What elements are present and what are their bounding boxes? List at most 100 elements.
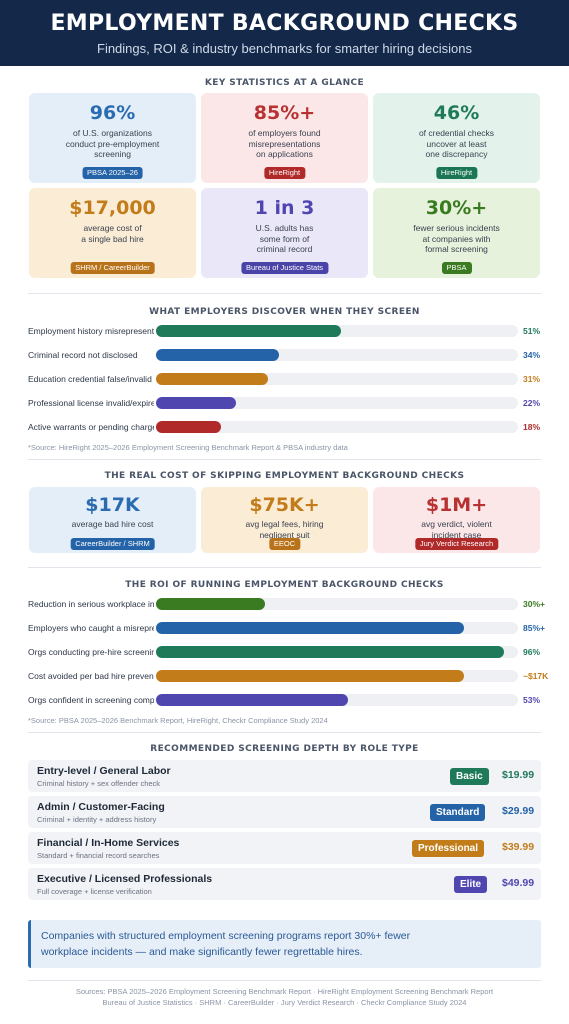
bar-label: Employers who caught a misrepresentation xyxy=(28,623,154,633)
stat-description-line: criminal record xyxy=(256,244,313,254)
cost-description-line: incident case xyxy=(431,529,482,540)
source-badge: Bureau of Justice Stats xyxy=(240,262,329,274)
source-badge: PBSA xyxy=(441,262,472,274)
stat-description-line: uncover at least xyxy=(426,138,487,149)
footer-line-2: Bureau of Justice Statistics · SHRM · Ca… xyxy=(102,998,467,1007)
stat-description-line: one discrepancy xyxy=(425,149,488,159)
tier-badge: Standard xyxy=(430,804,486,821)
cost-description-line: negligent suit xyxy=(259,529,310,540)
stat-description-line: some form of xyxy=(259,233,310,244)
tier-badge: Basic xyxy=(450,768,489,785)
cost-title: THE REAL COST OF SKIPPING EMPLOYMENT BAC… xyxy=(104,471,465,481)
cost-value: $1M+ xyxy=(425,494,488,516)
stat-value: 46% xyxy=(433,102,480,124)
stat-description-line: of credential checks xyxy=(418,128,495,138)
bar-label: Orgs confident in screening compliance xyxy=(28,695,154,705)
source-badge: CareerBuilder / SHRM xyxy=(70,538,155,550)
stat-value: 30%+ xyxy=(425,197,488,219)
tier-description: Criminal history + sex offender check xyxy=(37,779,161,788)
cost-card: $1M+ avg verdict, violent incident case Jur… xyxy=(373,487,540,553)
bar-track xyxy=(156,694,518,706)
tier-name: Admin / Customer-Facing xyxy=(37,801,165,813)
tier-row: Executive / Licensed Professionals Full c… xyxy=(28,868,541,900)
stat-card: 1 in 3 U.S. adults has some form of crimina… xyxy=(201,188,368,278)
bar-fill xyxy=(156,646,504,658)
bar-value: 96% xyxy=(523,647,541,657)
bar-fill xyxy=(156,598,265,610)
discover-row: Education credential false/invalid 31% xyxy=(28,372,541,386)
bar-value: 31% xyxy=(523,374,541,384)
tier-badge: Professional xyxy=(412,840,485,857)
tier-name: Financial / In-Home Services xyxy=(37,837,180,849)
discover-source: *Source: HireRight 2025–2026 Employment … xyxy=(28,443,348,452)
bar-label: Professional license invalid/expired xyxy=(28,398,154,408)
section-divider xyxy=(28,567,541,568)
bar-track xyxy=(156,325,518,337)
callout-line-1: Companies with structured employment scr… xyxy=(41,930,411,942)
section-divider xyxy=(28,459,541,460)
bar-fill xyxy=(156,622,464,634)
stat-description: of employers found misrepresentations on a… xyxy=(201,128,368,160)
stat-description-line: of U.S. organizations xyxy=(73,128,152,138)
stat-value: $17,000 xyxy=(69,197,156,219)
cost-description-line: avg verdict, violent xyxy=(421,519,492,529)
bar-track xyxy=(156,421,518,433)
source-badge: SHRM / CareerBuilder xyxy=(70,262,155,274)
cost-description-line: avg legal fees, hiring xyxy=(245,519,324,529)
tier-description: Standard + financial record searches xyxy=(37,851,160,860)
bar-fill xyxy=(156,397,236,409)
tier-price: $49.99 xyxy=(502,877,535,889)
stat-description-line: a single bad hire xyxy=(81,233,144,244)
section-divider xyxy=(28,732,541,733)
bar-fill xyxy=(156,670,464,682)
bar-label: Cost avoided per bad hire prevented xyxy=(28,671,154,681)
bar-track xyxy=(156,349,518,361)
discover-row: Criminal record not disclosed 34% xyxy=(28,348,541,362)
bar-value: 22% xyxy=(523,398,541,408)
discover-row: Employment history misrepresentation 51% xyxy=(28,324,541,338)
roi-source: *Source: PBSA 2025–2026 Benchmark Report… xyxy=(28,716,328,725)
page-header: EMPLOYMENT BACKGROUND CHECKS Findings, R… xyxy=(0,0,569,66)
section-divider xyxy=(28,980,541,981)
roi-row: Employers who caught a misrepresentation… xyxy=(28,621,545,635)
stat-value: 96% xyxy=(89,102,136,124)
page-title: EMPLOYMENT BACKGROUND CHECKS xyxy=(50,11,519,36)
stat-card: 85%+ of employers found misrepresentations… xyxy=(201,93,368,183)
discover-row: Professional license invalid/expired 22% xyxy=(28,396,541,410)
bar-fill xyxy=(156,373,269,385)
source-badge: PBSA 2025–26 xyxy=(82,167,143,179)
bar-track xyxy=(156,397,518,409)
footer-line-1: Sources: PBSA 2025–2026 Employment Scree… xyxy=(75,987,494,996)
bar-fill xyxy=(156,421,222,433)
bar-fill xyxy=(156,349,280,361)
bar-value: 18% xyxy=(523,422,541,432)
tier-price: $29.99 xyxy=(502,805,535,817)
stat-description-line: of employers found xyxy=(248,128,321,138)
bar-fill xyxy=(156,325,341,337)
stat-description-line: screening xyxy=(94,149,131,159)
cost-card: $17K average bad hire cost CareerBuilder /… xyxy=(29,487,196,553)
bar-value: 51% xyxy=(523,326,541,336)
cost-description: avg legal fees, hiring negligent suit xyxy=(201,519,368,540)
stat-description-line: formal screening xyxy=(425,244,488,254)
bar-label: Active warrants or pending charges xyxy=(28,422,154,432)
tier-name: Entry-level / General Labor xyxy=(37,765,171,777)
stat-value: 1 in 3 xyxy=(254,197,315,219)
callout-box: Companies with structured employment scr… xyxy=(28,920,541,968)
cost-card: $75K+ avg legal fees, hiring negligent sui… xyxy=(201,487,368,553)
bar-track xyxy=(156,646,518,658)
tier-price: $19.99 xyxy=(502,769,535,781)
bar-value: 34% xyxy=(523,350,541,360)
tier-row: Admin / Customer-Facing Criminal + identi… xyxy=(28,796,541,828)
cost-value: $75K+ xyxy=(249,494,320,516)
bar-label: Employment history misrepresentation xyxy=(28,326,154,336)
tier-price: $39.99 xyxy=(502,841,535,853)
source-badge: HireRight xyxy=(263,167,306,179)
tier-description: Full coverage + license verification xyxy=(37,887,152,896)
bar-track xyxy=(156,622,518,634)
stat-description-line: average cost of xyxy=(83,223,142,233)
tier-row: Financial / In-Home Services Standard + f… xyxy=(28,832,541,864)
section-divider xyxy=(28,293,541,294)
cost-description-line: average bad hire cost xyxy=(71,519,154,529)
bar-label: Education credential false/invalid xyxy=(28,374,152,384)
